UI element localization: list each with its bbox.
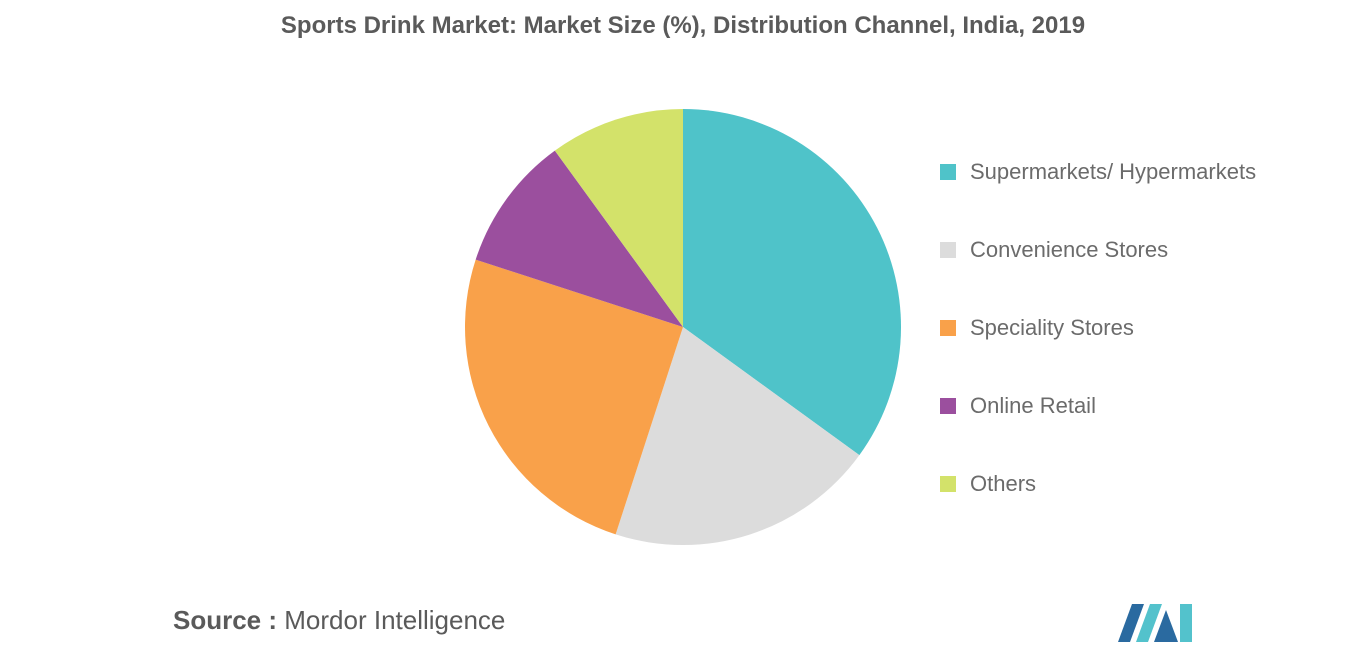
pie-slice-others xyxy=(554,108,683,327)
source-prefix: Source : xyxy=(173,605,278,635)
source-text: Mordor Intelligence xyxy=(284,605,506,635)
pie-slice-convenience-stores xyxy=(615,327,860,546)
chart-title: Sports Drink Market: Market Size (%), Di… xyxy=(280,12,1086,39)
legend-item: Supermarkets/ Hypermarkets xyxy=(940,156,1256,188)
legend-label: Online Retail xyxy=(970,393,1096,418)
chart-legend: Supermarkets/ Hypermarkets Convenience St… xyxy=(940,156,1256,546)
pie-slice-speciality-stores xyxy=(464,259,683,535)
legend-label: Supermarkets/ Hypermarkets xyxy=(970,159,1257,184)
legend-item: Others xyxy=(940,468,1256,500)
legend-item: Convenience Stores xyxy=(940,234,1256,266)
pie-slice-supermarkets-hypermarkets xyxy=(683,109,902,456)
legend-swatch xyxy=(940,242,956,258)
legend-item: Speciality Stores xyxy=(940,312,1256,344)
legend-swatch xyxy=(940,164,956,180)
legend-swatch xyxy=(940,476,956,492)
legend-swatch xyxy=(940,320,956,336)
legend-label: Speciality Stores xyxy=(970,315,1134,340)
mordor-intelligence-logo-icon xyxy=(1118,604,1192,642)
pie-slice-online-retail xyxy=(475,150,683,327)
legend-item: Online Retail xyxy=(940,390,1256,422)
legend-label: Convenience Stores xyxy=(970,237,1169,262)
legend-swatch xyxy=(940,398,956,414)
legend-label: Others xyxy=(970,471,1037,496)
source-note: Source : Mordor Intelligence xyxy=(173,605,505,636)
